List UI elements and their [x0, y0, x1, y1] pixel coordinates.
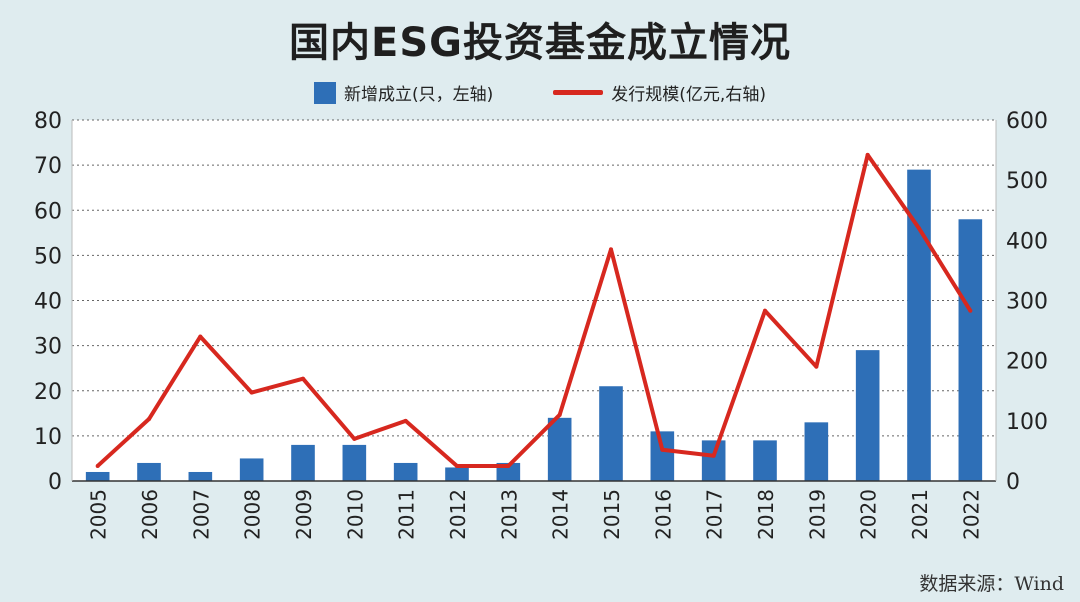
line-point: [352, 436, 357, 441]
bar: [701, 440, 726, 481]
x-tick-label: 2017: [703, 489, 727, 540]
x-tick-label: 2022: [959, 489, 983, 540]
y-right-tick-label: 400: [1006, 229, 1048, 254]
line-point: [814, 364, 819, 369]
x-tick-label: 2006: [138, 489, 162, 540]
line-series: [96, 152, 973, 468]
y-right-tick-label: 0: [1006, 470, 1020, 495]
line-point: [865, 152, 870, 157]
y-left-tick-label: 0: [48, 470, 62, 495]
source-note: 数据来源：Wind: [919, 573, 1064, 595]
line-point: [301, 376, 305, 381]
y-right-tick-label: 100: [1006, 410, 1048, 435]
line-point: [95, 463, 100, 468]
x-tick-label: 2009: [292, 489, 316, 540]
line-point: [968, 308, 973, 313]
line-point: [403, 418, 408, 423]
chart-title: 国内ESG投资基金成立情况: [289, 20, 791, 66]
x-tick-label: 2020: [857, 489, 881, 540]
legend-line-label: 发行规模(亿元,右轴): [611, 85, 766, 105]
bar: [958, 219, 983, 481]
legend-bar-label: 新增成立(只，左轴): [344, 85, 494, 105]
y-left-tick-label: 50: [34, 244, 62, 269]
x-tick-label: 2021: [908, 489, 932, 540]
x-tick-label: 2011: [395, 489, 419, 540]
y-left-tick-label: 70: [34, 154, 62, 179]
x-tick-label: 2019: [805, 489, 829, 540]
x-tick-label: 2005: [87, 489, 111, 540]
legend-line-swatch: [553, 90, 604, 95]
x-tick-label: 2016: [651, 489, 675, 540]
x-tick-label: 2007: [189, 489, 213, 540]
y-left-tick-label: 40: [34, 290, 62, 315]
line-point: [506, 463, 511, 468]
bar: [855, 350, 880, 481]
x-tick-label: 2012: [446, 489, 470, 540]
line-point: [557, 412, 562, 417]
line-point: [763, 308, 767, 313]
legend-bar-swatch: [314, 81, 337, 104]
bar: [599, 386, 623, 481]
legend-item-bar: 新增成立(只，左轴): [314, 80, 493, 105]
line-point: [198, 334, 203, 339]
line-point: [147, 417, 151, 422]
bar: [239, 458, 264, 481]
bar: [445, 467, 469, 481]
y-right-tick-label: 500: [1006, 169, 1048, 194]
legend-item-line: 发行规模(亿元,右轴): [553, 80, 766, 105]
x-tick-label: 2008: [241, 489, 265, 540]
line-point: [609, 247, 613, 252]
x-tick-label: 2015: [600, 489, 624, 540]
legend: 新增成立(只，左轴) 发行规模(亿元,右轴): [0, 80, 1080, 105]
y-left-tick-label: 80: [34, 109, 62, 134]
x-tick-label: 2014: [549, 489, 573, 540]
bar: [804, 422, 829, 481]
bar: [753, 440, 777, 481]
bar: [137, 462, 161, 481]
bar: [291, 444, 315, 481]
bar: [188, 471, 213, 481]
line-point: [917, 226, 921, 231]
line-point: [660, 447, 665, 452]
x-tick-label: 2010: [343, 489, 367, 540]
y-left-tick-label: 60: [34, 199, 62, 224]
y-right-tick-label: 200: [1006, 350, 1048, 375]
y-left-tick-label: 10: [34, 425, 62, 450]
x-tick-label: 2018: [754, 489, 778, 540]
y-left-tick-label: 20: [34, 380, 62, 405]
bar: [547, 417, 572, 481]
line-point: [249, 390, 254, 395]
x-tick-label: 2013: [497, 489, 521, 540]
line-point: [711, 453, 716, 458]
bar: [907, 169, 931, 481]
y-left-tick-label: 30: [34, 335, 62, 360]
line-point: [455, 463, 459, 468]
bar: [342, 444, 367, 481]
bar: [393, 462, 418, 481]
bar: [85, 471, 110, 481]
bar: [650, 431, 675, 481]
y-right-tick-label: 600: [1006, 109, 1048, 134]
y-right-tick-label: 300: [1006, 290, 1048, 315]
